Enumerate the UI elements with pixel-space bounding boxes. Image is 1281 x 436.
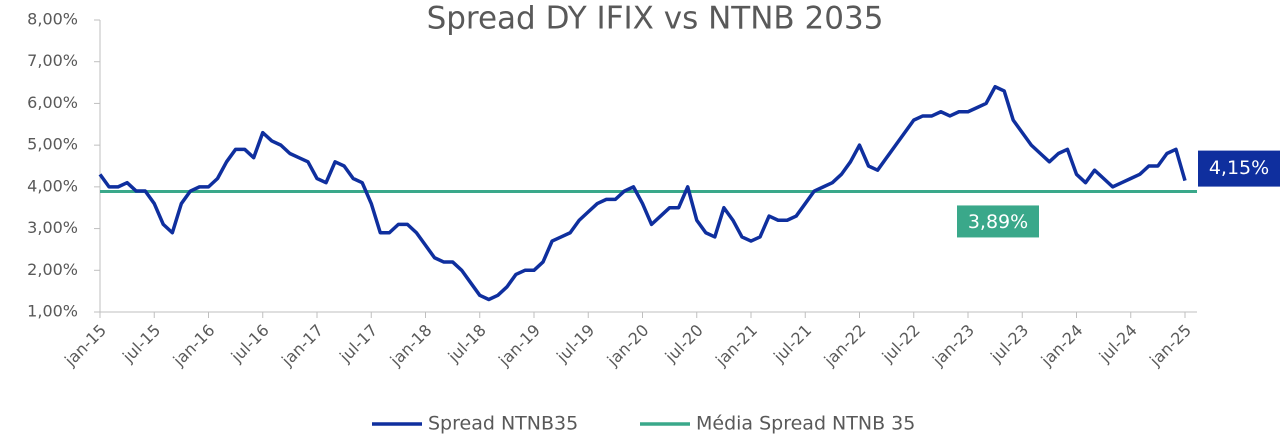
y-tick-label: 4,00% [27,176,78,195]
x-tick-label: jan-25 [1145,321,1195,371]
x-tick-label: jul-23 [986,321,1032,367]
x-tick-label: jul-22 [878,321,924,367]
x-tick-label: jan-18 [386,321,436,371]
x-tick-label: jul-21 [769,321,815,367]
x-tick-label: jan-20 [603,321,653,371]
x-tick-label: jan-17 [277,321,327,371]
value-label: 4,15% [1209,157,1269,179]
x-tick-label: jan-16 [169,321,219,371]
legend-label: Média Spread NTNB 35 [696,413,915,435]
y-tick-label: 5,00% [27,135,78,154]
reference-label-box [957,205,1039,238]
x-tick-label: jul-20 [661,321,707,367]
x-tick-label: jul-16 [227,321,273,367]
x-tick-label: jul-17 [335,321,381,367]
x-tick-label: jul-15 [118,321,164,367]
legend-label: Spread NTNB35 [428,413,578,435]
chart-title: Spread DY IFIX vs NTNB 2035 [427,1,884,37]
x-tick-label: jul-19 [552,321,598,367]
x-tick-label: jan-22 [820,321,870,371]
y-tick-label: 8,00% [27,10,78,29]
x-tick-label: jul-18 [444,321,490,367]
x-tick-label: jan-21 [711,321,761,371]
series-line [98,84,1187,302]
x-tick-label: jan-15 [60,321,110,371]
reference-label: 3,89% [968,211,1028,233]
y-tick-label: 7,00% [27,51,78,70]
x-tick-label: jan-24 [1037,321,1087,371]
x-tick-label: jan-23 [928,321,978,371]
value-label-box [1198,150,1280,187]
y-tick-label: 6,00% [27,93,78,112]
x-tick-label: jan-19 [494,321,544,371]
y-tick-label: 2,00% [27,260,78,279]
y-tick-label: 1,00% [27,302,78,321]
y-tick-label: 3,00% [27,218,78,237]
x-tick-label: jul-24 [1095,321,1141,367]
